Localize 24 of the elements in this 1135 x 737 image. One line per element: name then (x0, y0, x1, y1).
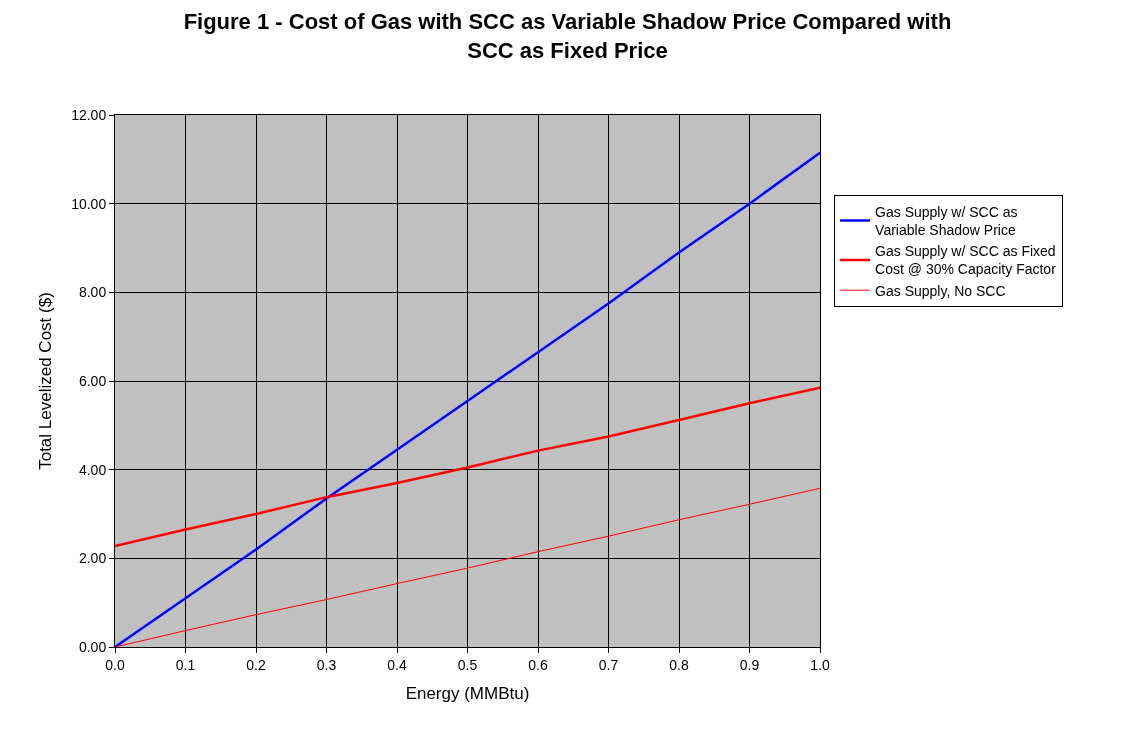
y-tick-label: 8.00 (78, 284, 107, 301)
x-tick-label: 0.9 (739, 656, 760, 673)
y-tick-label: 4.00 (78, 461, 107, 478)
chart-title: Figure 1 - Cost of Gas with SCC as Variable Shadow Price Compared with SCC as Fixed Price (183, 9, 952, 64)
legend-label: Gas Supply w/ SCC as Fixed Cost @ 30% Capacity Factor (875, 243, 1057, 278)
y-axis-title: Total Levelized Cost ($) (35, 292, 55, 470)
y-tick-label: 12.00 (71, 106, 107, 123)
y-tick-label: 6.00 (78, 372, 107, 389)
x-tick-label: 0.0 (105, 656, 125, 673)
x-tick-label: 0.7 (598, 656, 619, 673)
x-axis-title: Energy (MMBtu) (405, 684, 530, 704)
legend-label: Gas Supply, No SCC (875, 282, 1006, 299)
x-tick-label: 0.2 (246, 656, 266, 673)
y-tick-label: 0.00 (78, 638, 107, 655)
x-tick-label: 0.8 (669, 656, 689, 673)
x-tick-label: 0.3 (316, 656, 337, 673)
legend-label: Gas Supply w/ SCC as Variable Shadow Price (875, 203, 1018, 239)
y-tick-label: 10.00 (71, 195, 107, 212)
y-tick-label: 2.00 (78, 550, 107, 567)
x-tick-label: 0.4 (387, 656, 407, 673)
x-tick-label: 0.1 (175, 656, 196, 673)
x-tick-label: 0.5 (457, 656, 478, 673)
x-tick-label: 1.0 (810, 656, 830, 673)
x-tick-label: 0.6 (528, 656, 548, 673)
